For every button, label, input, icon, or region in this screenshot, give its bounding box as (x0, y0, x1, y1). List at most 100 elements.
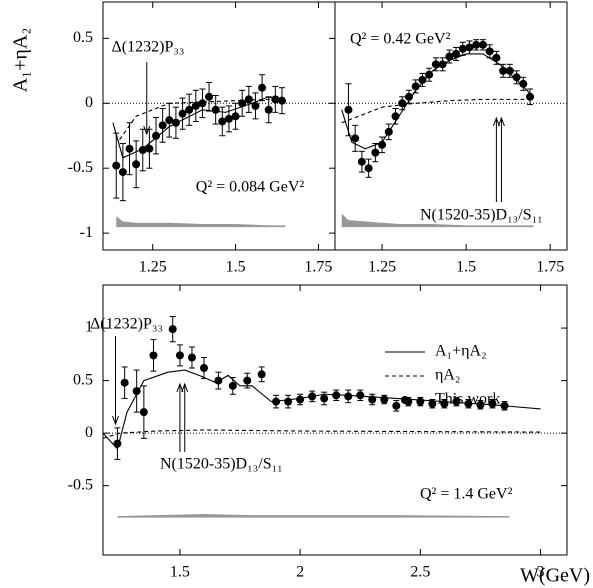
data-point (113, 439, 122, 448)
annotation: Δ(1232)P₃₃ (112, 39, 185, 56)
data-point (251, 101, 260, 110)
data-point (187, 353, 196, 362)
x-axis-label: W(GeV) (520, 565, 590, 587)
x-tick-label: 1.5 (456, 259, 476, 276)
y-tick-label: 0 (85, 424, 93, 441)
data-point (404, 92, 413, 101)
data-point (191, 101, 200, 110)
data-point (218, 117, 227, 126)
curve (341, 98, 534, 124)
q2-label: Q² = 1.4 GeV² (420, 486, 513, 503)
annotation: N(1520-35)D₁₃/S₁₁ (420, 207, 543, 224)
systematic-band (117, 514, 510, 518)
arrow-head (497, 116, 505, 127)
q2-label: Q² = 0.42 GeV² (350, 31, 451, 48)
data-point (344, 392, 353, 401)
data-point (364, 164, 373, 173)
y-tick-label: 0 (85, 94, 93, 111)
data-point (244, 95, 253, 104)
data-point (224, 114, 233, 123)
data-point (428, 399, 437, 408)
plot-frame (102, 284, 568, 556)
data-point (228, 381, 237, 390)
data-point (452, 49, 461, 58)
data-point (165, 116, 174, 125)
data-point (178, 109, 187, 118)
data-point (344, 105, 353, 114)
annotation: N(1520-35)D₁₃/S₁₁ (160, 456, 283, 473)
data-point (168, 325, 177, 334)
curve (102, 429, 541, 439)
data-point (125, 144, 134, 153)
curve (102, 369, 541, 451)
data-point (198, 99, 207, 108)
legend-label: A₁+ηA₂ (435, 343, 487, 360)
data-point (238, 99, 247, 108)
x-tick-label: 1.75 (536, 259, 564, 276)
data-point (392, 401, 401, 410)
data-point (332, 391, 341, 400)
x-tick-label: 1.5 (226, 259, 246, 276)
data-point (132, 160, 141, 169)
data-point (431, 60, 440, 69)
systematic-band (116, 216, 286, 227)
data-point (356, 391, 365, 400)
data-point (149, 351, 158, 360)
systematic-band (341, 213, 534, 227)
data-point (211, 105, 220, 114)
data-point (512, 73, 521, 82)
curve (119, 98, 286, 140)
data-point (398, 99, 407, 108)
y-tick-label: 1 (85, 319, 93, 336)
data-point (272, 397, 281, 406)
y-tick-label: 0.5 (73, 371, 93, 388)
data-point (452, 397, 461, 406)
data-point (205, 92, 214, 101)
legend-label: This work (435, 391, 500, 408)
arrow-head (181, 382, 189, 393)
y-tick-label: -1 (80, 224, 93, 241)
data-point (132, 387, 141, 396)
plot-frame (334, 1, 568, 251)
data-point (357, 157, 366, 166)
y-tick-label: -0.5 (68, 476, 93, 493)
data-point (418, 75, 427, 84)
data-point (185, 105, 194, 114)
data-point (492, 53, 501, 62)
data-point (465, 43, 474, 52)
x-tick-label: 1.5 (170, 564, 190, 581)
q2-label: Q² = 0.084 GeV² (196, 179, 305, 196)
data-point (464, 399, 473, 408)
data-point (138, 146, 147, 155)
x-tick-label: 1.25 (368, 259, 396, 276)
data-point (152, 131, 161, 140)
data-point (368, 395, 377, 404)
data-point (175, 351, 184, 360)
data-point (231, 112, 240, 121)
data-point (505, 66, 514, 75)
data-point (416, 397, 425, 406)
data-point (380, 395, 389, 404)
curve (112, 96, 286, 159)
data-point (351, 134, 360, 143)
data-point (500, 401, 509, 410)
data-point (243, 376, 252, 385)
data-point (458, 44, 467, 53)
data-point (214, 376, 223, 385)
data-point (308, 392, 317, 401)
data-point (445, 52, 454, 61)
data-point (264, 105, 273, 114)
data-point (112, 161, 121, 170)
data-point (519, 79, 528, 88)
data-point (199, 363, 208, 372)
data-point (472, 40, 481, 49)
data-point (371, 148, 380, 157)
data-point (284, 397, 293, 406)
curve (341, 53, 534, 150)
arrow-head (112, 415, 119, 426)
legend-marker (401, 396, 409, 404)
data-point (258, 83, 267, 92)
data-point (296, 395, 305, 404)
